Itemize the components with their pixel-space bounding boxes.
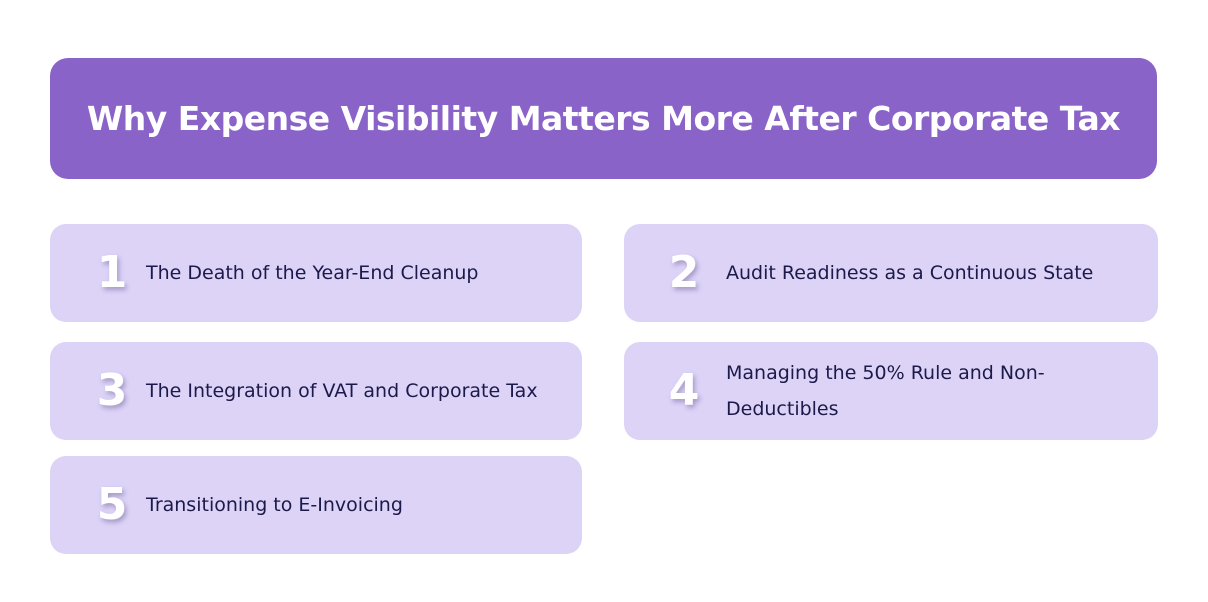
list-item-4: 4 Managing the 50% Rule and Non-Deductib…: [624, 342, 1158, 440]
item-number: 5: [96, 479, 128, 530]
list-item-5: 5 Transitioning to E-Invoicing: [50, 456, 582, 554]
title-banner: Why Expense Visibility Matters More Afte…: [50, 58, 1157, 179]
item-label: Audit Readiness as a Continuous State: [726, 262, 1094, 284]
item-label: The Integration of VAT and Corporate Tax: [146, 380, 538, 402]
list-item-1: 1 The Death of the Year-End Cleanup: [50, 224, 582, 322]
item-label: Managing the 50% Rule and Non-Deductible…: [726, 362, 1045, 420]
item-label: The Death of the Year-End Cleanup: [146, 262, 479, 284]
item-number: 4: [668, 365, 700, 416]
item-number: 2: [668, 247, 700, 298]
item-number: 3: [96, 365, 128, 416]
list-item-2: 2 Audit Readiness as a Continuous State: [624, 224, 1158, 322]
page-title: Why Expense Visibility Matters More Afte…: [86, 99, 1121, 138]
item-label: Transitioning to E-Invoicing: [146, 494, 403, 516]
list-item-3: 3 The Integration of VAT and Corporate T…: [50, 342, 582, 440]
item-number: 1: [96, 247, 128, 298]
